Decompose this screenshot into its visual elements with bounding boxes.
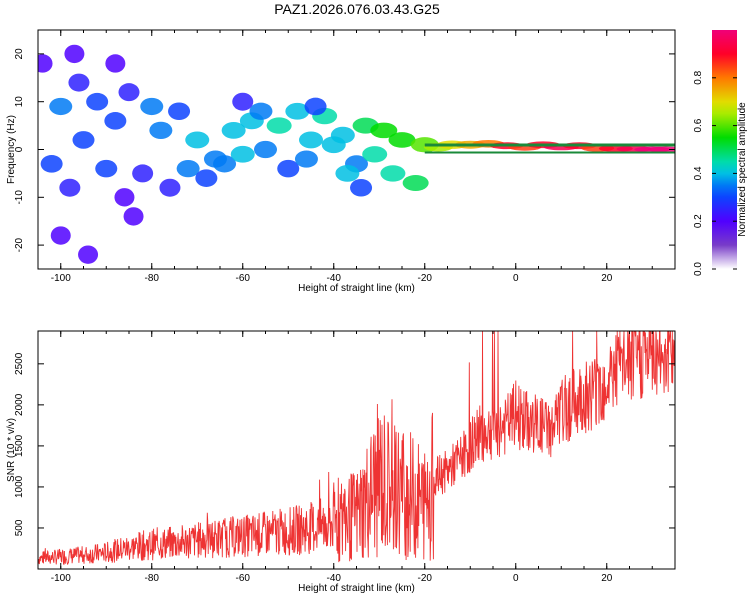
spectrogram-cell bbox=[277, 159, 300, 178]
snr-x-tick-label: -40 bbox=[327, 573, 342, 584]
spectrogram-x-tick-label: -100 bbox=[51, 273, 71, 284]
spectrogram-x-axis-label: Height of straight line (km) bbox=[298, 283, 415, 294]
colorbar-label: Normalized spectral amplitude bbox=[737, 102, 748, 237]
spectrogram-cell bbox=[168, 102, 191, 121]
snr-panel: -100 -80 -60 -40 -20 0 20 500 1000 1500 2000 2500 He… bbox=[6, 330, 676, 594]
spectrogram-cell bbox=[285, 102, 310, 120]
spectrogram-y-tick-label: -10 bbox=[14, 190, 25, 205]
spectrogram-cell bbox=[38, 54, 53, 73]
colorbar-tick-label: 0.0 bbox=[693, 262, 704, 276]
spectrogram-x-tick-label: 20 bbox=[601, 273, 613, 284]
spectrogram-cell bbox=[118, 83, 140, 102]
snr-x-axis-label: Height of straight line (km) bbox=[298, 583, 415, 594]
spectrogram-cell bbox=[104, 112, 127, 130]
spectrogram-cell bbox=[64, 44, 85, 64]
snr-y-tick-label: 500 bbox=[14, 519, 25, 536]
snr-x-tick-label: -20 bbox=[418, 573, 433, 584]
spectrogram-cell bbox=[159, 178, 181, 197]
spectrogram-cell bbox=[149, 121, 173, 139]
chart-title: PAZ1.2026.076.03.43.G25 bbox=[274, 1, 440, 17]
spectrogram-cell bbox=[213, 155, 237, 173]
spectrogram-cell bbox=[49, 97, 73, 116]
colorbar-gradient bbox=[712, 30, 737, 269]
spectrogram-cell bbox=[230, 145, 255, 163]
spectrogram-cell bbox=[195, 169, 218, 187]
spectrogram-cell bbox=[321, 136, 346, 154]
spectrogram-y-tick-label: 0 bbox=[14, 146, 25, 152]
spectrogram-y-tick-label: 20 bbox=[14, 48, 25, 60]
spectrogram-cell bbox=[388, 132, 416, 148]
snr-x-tick-label: 0 bbox=[513, 573, 519, 584]
spectrogram-cell bbox=[362, 146, 388, 163]
spectrogram-cell bbox=[402, 174, 429, 191]
colorbar: 0.0 0.2 0.4 0.6 0.8 Normalized spectral ampli… bbox=[693, 30, 748, 276]
spectrogram-cell bbox=[140, 97, 164, 116]
spectrogram-image bbox=[38, 44, 675, 264]
spectrogram-y-axis-label: Frequency (Hz) bbox=[6, 115, 17, 184]
colorbar-tick-label: 0.8 bbox=[693, 70, 704, 84]
spectrogram-cell bbox=[335, 165, 360, 182]
snr-y-tick-label: 1000 bbox=[14, 475, 25, 498]
spectrogram-cell bbox=[266, 117, 292, 134]
spectrogram-cell bbox=[232, 92, 254, 111]
snr-x-tick-label: 20 bbox=[601, 573, 613, 584]
spectrogram-cell bbox=[86, 92, 109, 111]
spectrogram-cell bbox=[221, 121, 246, 139]
spectrogram-cell bbox=[68, 73, 90, 92]
spectrogram-x-tick-label: -80 bbox=[145, 273, 160, 284]
snr-series-line bbox=[37, 330, 676, 566]
spectrogram-cell bbox=[40, 155, 63, 173]
spectrogram-cell bbox=[380, 165, 406, 182]
spectrogram-cell bbox=[78, 245, 99, 264]
snr-x-tick-label: -60 bbox=[236, 573, 251, 584]
snr-y-tick-label: 1500 bbox=[14, 434, 25, 457]
spectrogram-x-tick-label: -20 bbox=[418, 273, 433, 284]
spectrogram-y-tick-label: 10 bbox=[14, 96, 25, 108]
spectrogram-cell bbox=[95, 159, 118, 178]
spectrogram-x-tick-label: -40 bbox=[327, 273, 342, 284]
colorbar-tick-label: 0.2 bbox=[693, 214, 704, 228]
spectrogram-x-tick-label: -60 bbox=[236, 273, 251, 284]
spectrogram-cell bbox=[304, 97, 327, 116]
snr-y-axis-label: SNR (10 * v/v) bbox=[6, 418, 17, 482]
spectrogram-cell bbox=[249, 102, 273, 120]
spectrogram-cell bbox=[114, 188, 135, 207]
spectrogram-cell bbox=[176, 160, 200, 178]
colorbar-tick-label: 0.6 bbox=[693, 118, 704, 132]
spectrogram-cell bbox=[254, 140, 277, 159]
spectrogram-cell bbox=[299, 131, 323, 149]
spectrogram-frame bbox=[37, 29, 676, 270]
snr-x-tick-label: -100 bbox=[51, 573, 71, 584]
spectrogram-cell bbox=[647, 146, 675, 153]
spectrogram-cell bbox=[105, 54, 126, 73]
spectrogram-y-tick-label: -20 bbox=[14, 237, 25, 252]
spectrogram-cell bbox=[59, 178, 81, 197]
spectrogram-cell bbox=[72, 131, 95, 149]
spectrogram-cell bbox=[132, 164, 154, 183]
spectrogram-cell bbox=[50, 226, 71, 245]
snr-y-tick-label: 2500 bbox=[14, 352, 25, 375]
spectrogram-cell bbox=[350, 178, 373, 197]
spectrogram-cell bbox=[123, 207, 144, 226]
snr-x-tick-label: -80 bbox=[145, 573, 160, 584]
spectrogram-cell bbox=[294, 150, 318, 168]
spectrogram-band-line bbox=[424, 143, 675, 147]
snr-y-tick-label: 2000 bbox=[14, 393, 25, 416]
spectrogram-band-line bbox=[424, 151, 675, 154]
colorbar-tick-label: 0.4 bbox=[693, 166, 704, 180]
spectrogram-cell bbox=[185, 131, 210, 149]
spectrogram-cell bbox=[370, 122, 398, 139]
spectrogram-x-tick-label: 0 bbox=[513, 273, 519, 284]
snr-frame bbox=[37, 330, 676, 570]
